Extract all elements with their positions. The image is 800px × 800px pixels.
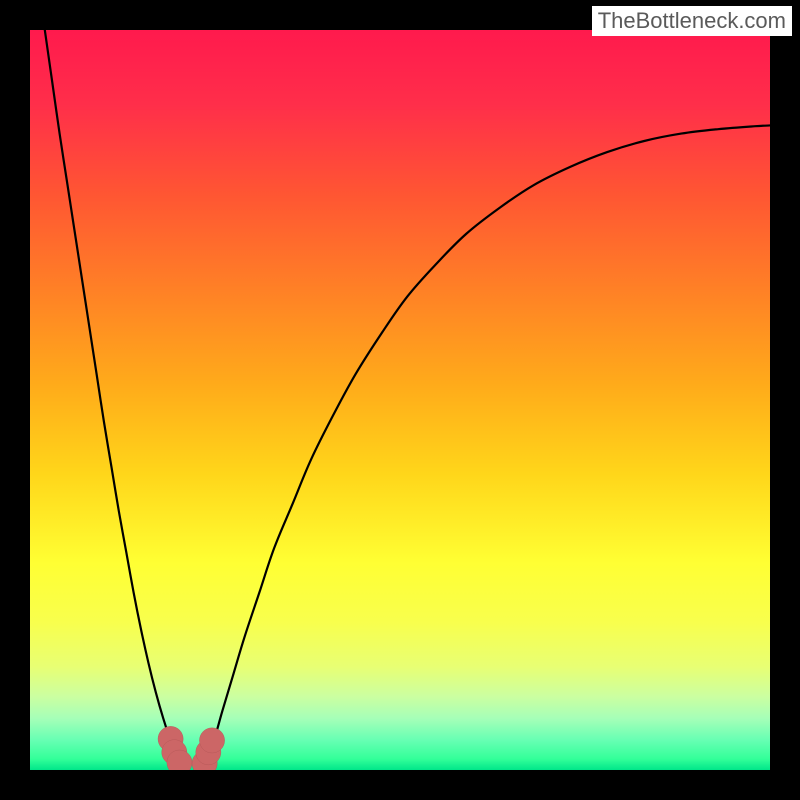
plot-svg: [30, 30, 770, 770]
plot-area: [30, 30, 770, 770]
watermark-label: TheBottleneck.com: [592, 6, 792, 36]
valley-marker: [199, 728, 224, 753]
gradient-background: [30, 30, 770, 770]
